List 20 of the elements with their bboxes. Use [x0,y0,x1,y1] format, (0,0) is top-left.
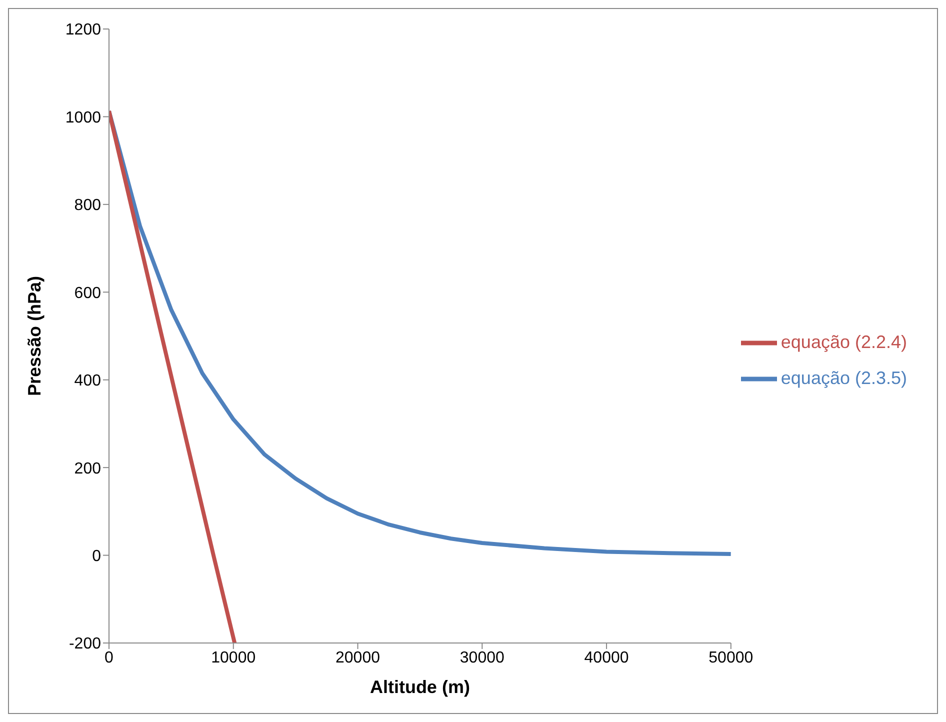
y-tick-label: 1000 [65,109,102,126]
x-tick-label: 10000 [211,649,256,666]
y-tick-label: 400 [74,372,102,390]
x-axis-title: Altitude (m) [370,677,470,697]
x-tick-label: 50000 [708,649,754,666]
x-tick-label: 40000 [584,649,629,666]
y-tick-label: 800 [74,197,102,214]
x-tick-label: 20000 [336,649,380,666]
legend-label: equação (2.2.4) [780,332,907,352]
y-tick-label: -200 [68,636,102,653]
y-tick-label: 200 [74,460,102,478]
x-tick-label: 30000 [460,649,504,666]
line-series [109,109,731,556]
y-tick-label: 0 [92,548,102,565]
line-series [109,109,237,643]
legend-label: equação (2.3.5) [780,368,907,388]
x-tick-label: 0 [104,649,114,666]
y-tick-label: 1200 [65,22,102,39]
y-tick-label: 600 [74,284,102,302]
y-axis-title: Pressão (hPa) [24,276,44,396]
